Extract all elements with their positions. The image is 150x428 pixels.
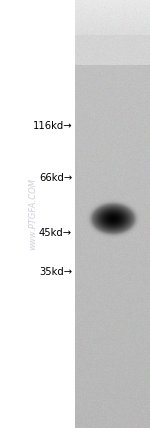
- Text: 35kd→: 35kd→: [39, 267, 72, 277]
- Text: www.PTGFA.COM: www.PTGFA.COM: [28, 178, 38, 250]
- Text: 116kd→: 116kd→: [32, 121, 72, 131]
- Text: 45kd→: 45kd→: [39, 228, 72, 238]
- Text: 66kd→: 66kd→: [39, 172, 72, 183]
